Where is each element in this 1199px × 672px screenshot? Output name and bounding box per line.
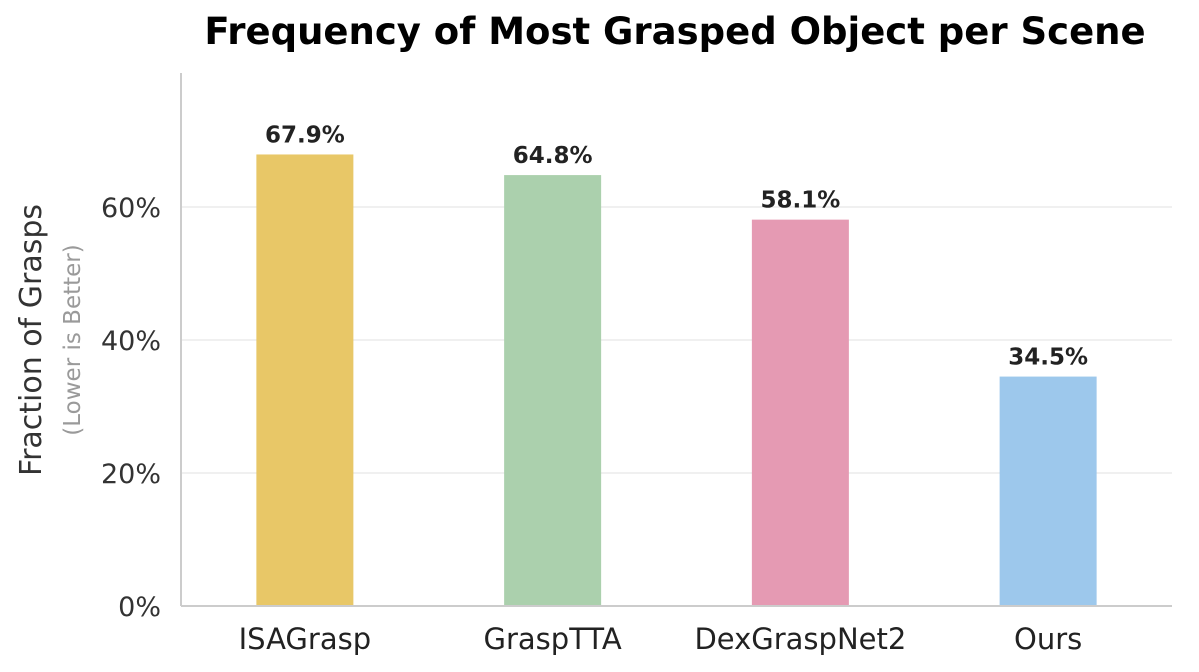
- y-tick-label: 0%: [118, 592, 161, 623]
- y-axis-note-group: (Lower is Better): [60, 244, 86, 435]
- y-tick-label: 20%: [101, 459, 161, 490]
- data-label: 58.1%: [760, 188, 840, 214]
- y-axis-label-group: Fraction of Grasps: [14, 204, 49, 476]
- bar-grasptta: [504, 175, 602, 606]
- x-tick-label: Ours: [1014, 622, 1082, 656]
- bar-dexgraspnet2: [751, 219, 849, 606]
- y-axis-note: (Lower is Better): [60, 244, 86, 435]
- x-tick-label: DexGraspNet2: [694, 622, 906, 656]
- x-tick-label: ISAGrasp: [239, 622, 372, 656]
- bar-isagrasp: [256, 154, 354, 606]
- data-labels: 67.9% 64.8% 58.1% 34.5%: [265, 122, 1088, 370]
- data-label: 67.9%: [265, 122, 345, 148]
- bars: [256, 154, 1097, 606]
- x-tick-labels: ISAGrasp GraspTTA DexGraspNet2 Ours: [239, 622, 1083, 656]
- x-tick-label: GraspTTA: [484, 622, 622, 656]
- y-tick-labels: 0% 20% 40% 60%: [101, 193, 161, 623]
- y-axis-label: Fraction of Grasps: [14, 204, 49, 476]
- data-label: 64.8%: [513, 143, 593, 169]
- bar-ours: [999, 376, 1097, 606]
- data-label: 34.5%: [1008, 345, 1088, 371]
- y-tick-label: 60%: [101, 193, 161, 224]
- chart-title: Frequency of Most Grasped Object per Sce…: [204, 10, 1145, 53]
- y-tick-label: 40%: [101, 326, 161, 357]
